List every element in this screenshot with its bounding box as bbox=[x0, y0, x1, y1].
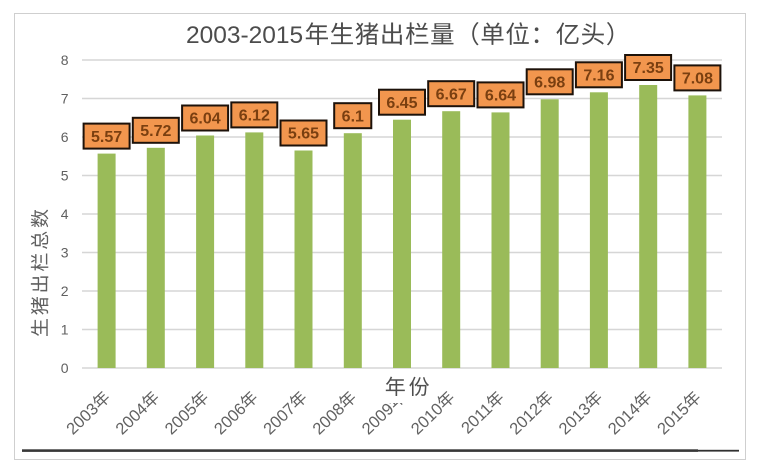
svg-text:6.45: 6.45 bbox=[386, 95, 417, 112]
svg-text:7.35: 7.35 bbox=[633, 60, 664, 77]
svg-text:7.08: 7.08 bbox=[682, 71, 713, 88]
svg-text:6.04: 6.04 bbox=[190, 111, 221, 128]
svg-text:5.65: 5.65 bbox=[288, 126, 319, 143]
svg-text:6.98: 6.98 bbox=[534, 75, 565, 92]
svg-text:2: 2 bbox=[61, 283, 69, 299]
svg-text:6.12: 6.12 bbox=[239, 108, 270, 125]
svg-text:2003-2015: 2003-2015 bbox=[186, 22, 303, 49]
svg-text:4: 4 bbox=[61, 206, 69, 222]
svg-text:7.16: 7.16 bbox=[583, 68, 614, 85]
svg-text:5.72: 5.72 bbox=[140, 123, 171, 140]
svg-text:0: 0 bbox=[61, 360, 69, 376]
svg-text:8: 8 bbox=[61, 52, 69, 68]
svg-text:5.57: 5.57 bbox=[91, 129, 122, 146]
svg-text:6.1: 6.1 bbox=[342, 108, 364, 125]
svg-text:3: 3 bbox=[61, 245, 69, 261]
svg-text:5: 5 bbox=[61, 168, 69, 184]
svg-text:6: 6 bbox=[61, 129, 69, 145]
svg-text:6.64: 6.64 bbox=[485, 88, 516, 105]
svg-text:1: 1 bbox=[61, 322, 69, 338]
svg-text:6.67: 6.67 bbox=[436, 86, 467, 103]
svg-text:7: 7 bbox=[61, 91, 69, 107]
